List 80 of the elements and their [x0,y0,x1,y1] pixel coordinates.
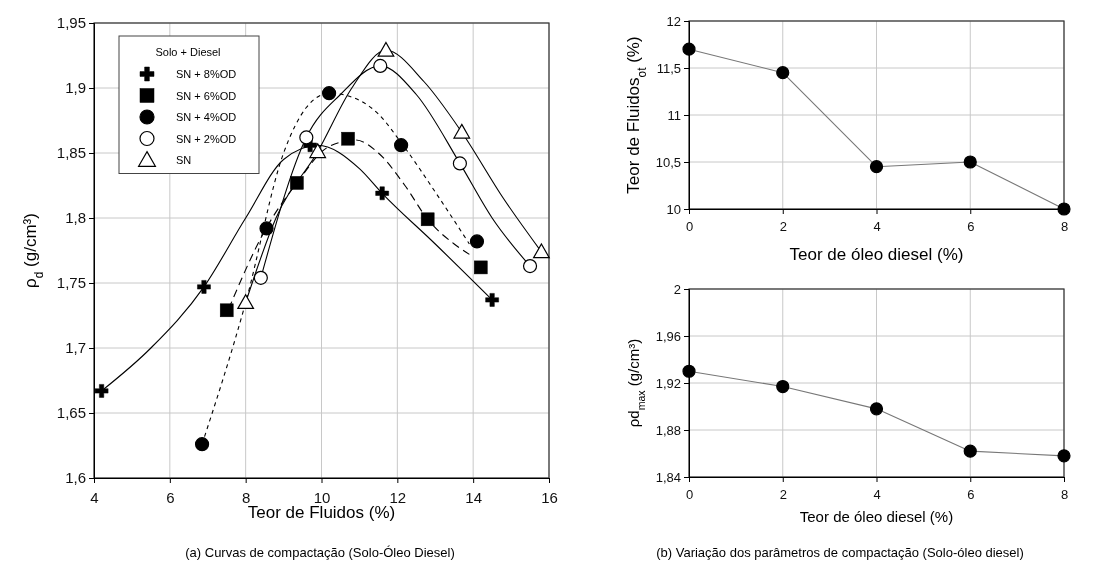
legend-title: Solo + Diesel [155,46,221,58]
point [394,138,409,153]
point [776,379,790,394]
point [373,58,388,73]
y-tick-label: 12 [666,13,681,29]
point [469,234,485,249]
x-tick-label: 6 [967,219,975,235]
legend-label: SN + 8%OD [176,68,237,80]
x-axis-title: Teor de Fluidos (%) [247,503,396,522]
point [533,243,550,259]
x-tick-label: 0 [685,219,694,235]
x-tick-label: 8 [241,488,251,506]
point [197,280,211,294]
x-tick-label: 4 [873,219,881,235]
y-tick-label: 1,75 [56,274,86,292]
point [377,41,395,57]
y-tick-label: 1,96 [655,328,681,344]
x-tick-label: 16 [541,488,558,506]
x-tick-label: 8 [1060,219,1069,235]
x-tick-label: 6 [967,487,975,503]
point [237,294,255,309]
point [452,156,467,171]
point [682,42,696,56]
legend-label: SN [176,154,192,166]
point [776,66,790,80]
point [375,186,389,201]
y-tick-label: 1,7 [65,339,86,357]
x-tick-label: 14 [465,488,483,506]
point [522,259,538,274]
y-tick-label: 2 [673,281,681,297]
y-tick-label: 11,5 [656,60,681,76]
point [869,402,884,416]
y-tick-label: 1,9 [65,79,86,97]
point [253,270,268,285]
x-axis-title: Teor de óleo diesel (%) [789,245,964,264]
x-tick-label: 0 [685,487,694,503]
point [1057,202,1071,216]
point [485,293,499,307]
x-axis-title: Teor de óleo diesel (%) [799,508,954,525]
legend-label: SN + 6%OD [176,89,237,102]
y-tick-label: 11 [667,107,681,123]
x-tick-label: 10 [313,488,331,506]
point [869,160,884,174]
point [453,123,471,139]
y-tick-label: 1,84 [655,469,681,485]
point [1057,449,1071,463]
y-tick-label: 1,95 [56,14,86,32]
point [420,212,435,227]
y-tick-label: 1,85 [56,144,86,162]
y-tick-label: 10 [666,201,681,217]
x-tick-label: 6 [166,488,175,506]
text: (a) Curvas de compactação (Solo-Óleo Diesel) [185,545,455,560]
point [474,260,488,275]
y-tick-label: 1,6 [65,469,86,487]
y-tick-label: 1,65 [56,404,86,422]
y-tick-label: 1,92 [655,375,681,391]
y-tick-label: 10,5 [655,154,681,170]
point [299,130,314,145]
point [963,155,977,169]
x-tick-label: 4 [873,487,881,503]
point [321,86,337,101]
point [94,384,109,398]
point [341,131,355,146]
y-tick-label: 1,88 [655,422,681,438]
x-tick-label: 12 [389,488,407,506]
x-tick-label: 2 [779,487,787,503]
point [309,143,327,159]
x-tick-label: 4 [90,488,99,506]
point [259,221,274,236]
text: (b) Variação dos parâmetros de compactação (Solo-óleo diesel) [656,545,1024,560]
point [963,444,977,458]
point [219,303,234,318]
point [682,364,696,378]
point [290,176,304,190]
legend-label: SN + 2%OD [176,132,237,145]
x-tick-label: 2 [779,219,787,235]
y-tick-label: 1,8 [65,209,86,227]
point [194,437,210,452]
x-tick-label: 8 [1060,487,1069,503]
legend-label: SN + 4%OD [176,111,237,123]
